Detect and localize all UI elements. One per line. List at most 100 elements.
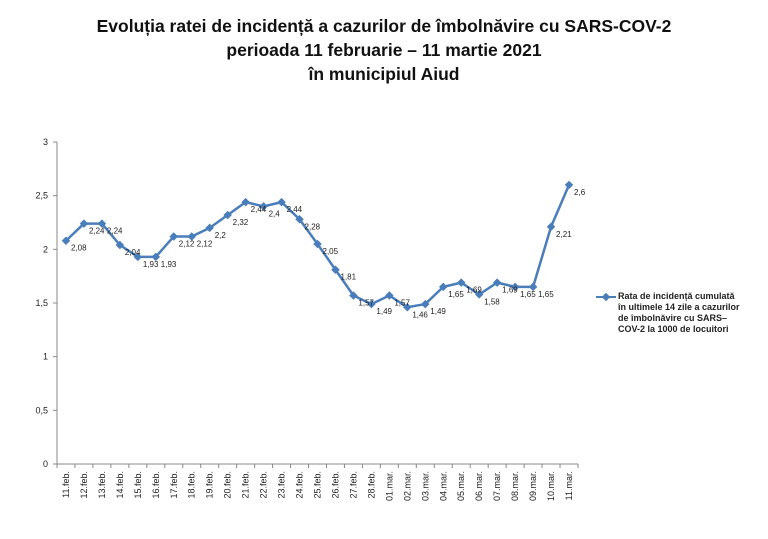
data-label: 1,93: [143, 260, 159, 269]
legend: Rata de incidență cumulată în ultimele 1…: [596, 291, 743, 335]
data-label: 2,05: [323, 247, 339, 256]
x-tick-label: 05.mar.: [456, 471, 466, 501]
data-label: 1,58: [484, 297, 500, 306]
data-point: [439, 282, 448, 292]
x-tick-label: 07.mar.: [492, 471, 502, 501]
data-label: 1,49: [376, 307, 392, 316]
y-tick-label: 0,5: [35, 405, 48, 415]
x-tick-label: 01.mar.: [384, 471, 394, 501]
data-point: [277, 197, 286, 207]
y-tick-label: 2: [43, 244, 48, 254]
y-tick-label: 2,5: [35, 191, 48, 201]
data-label: 1,69: [502, 286, 518, 295]
data-label: 1,57: [394, 298, 410, 307]
data-label: 1,57: [358, 298, 374, 307]
title-line-1: Evoluția ratei de incidență a cazurilor …: [96, 16, 672, 36]
x-tick-label: 20.feb.: [223, 471, 233, 499]
data-point: [564, 180, 574, 190]
data-label: 2,44: [251, 205, 267, 214]
x-tick-label: 10.mar.: [546, 471, 556, 501]
x-tick-label: 09.mar.: [528, 471, 538, 501]
data-label: 2,21: [556, 230, 572, 239]
data-point: [313, 239, 322, 249]
data-label: 2,32: [233, 218, 249, 227]
data-label: 2,44: [287, 205, 303, 214]
data-point: [492, 278, 502, 287]
data-point: [205, 223, 214, 233]
x-tick-label: 23.feb.: [277, 471, 287, 499]
y-tick-label: 0: [43, 459, 48, 469]
x-tick-label: 13.feb.: [97, 471, 107, 499]
data-point: [187, 232, 196, 241]
x-tick-label: 24.feb.: [295, 471, 305, 499]
title-line-2: perioada 11 februarie – 11 martie 2021: [226, 40, 542, 60]
data-point: [528, 282, 538, 292]
x-tick-label: 12.feb.: [79, 471, 89, 499]
data-label: 2,2: [215, 231, 227, 240]
data-point: [259, 202, 268, 211]
data-point: [385, 291, 394, 300]
data-point: [169, 232, 179, 241]
x-tick-label: 18.feb.: [187, 471, 197, 499]
data-point: [349, 291, 358, 300]
data-label: 1,69: [466, 286, 482, 295]
chart-title: Evoluția ratei de incidență a cazurilor …: [0, 14, 768, 86]
x-tick-label: 15.feb.: [133, 471, 143, 499]
data-point: [367, 299, 376, 309]
data-point: [241, 197, 250, 207]
x-tick-label: 04.mar.: [438, 471, 448, 501]
legend-marker-icon: [596, 293, 616, 301]
x-tick-label: 11.feb.: [61, 471, 71, 498]
data-point: [223, 210, 232, 220]
y-tick-label: 3: [43, 137, 48, 147]
x-tick-label: 14.feb.: [115, 471, 125, 499]
data-label: 2,6: [574, 188, 586, 197]
data-point: [61, 236, 71, 245]
data-point: [403, 303, 412, 312]
x-tick-label: 11.mar.: [564, 471, 574, 500]
data-label: 1,46: [412, 310, 428, 319]
data-point: [546, 222, 556, 232]
x-tick-label: 02.mar.: [402, 471, 412, 501]
data-point: [456, 278, 466, 287]
data-label: 2,08: [71, 244, 87, 253]
data-point: [97, 219, 107, 228]
x-tick-label: 06.mar.: [474, 471, 484, 501]
data-point: [510, 282, 520, 292]
y-tick-label: 1: [43, 352, 48, 362]
data-point: [79, 219, 89, 228]
data-label: 2,4: [269, 209, 281, 218]
data-label: 2,24: [107, 227, 123, 236]
x-tick-label: 19.feb.: [205, 471, 215, 499]
legend-label: Rata de incidență cumulată în ultimele 1…: [618, 291, 740, 334]
title-line-3: în municipiul Aiud: [308, 64, 460, 84]
x-tick-label: 22.feb.: [259, 471, 269, 499]
data-label: 2,28: [305, 222, 321, 231]
x-tick-label: 21.feb.: [241, 471, 251, 499]
data-label: 1,81: [340, 273, 356, 282]
data-label: 1,65: [538, 290, 554, 299]
data-point: [331, 265, 340, 274]
x-tick-label: 25.feb.: [313, 471, 323, 499]
data-point: [421, 299, 430, 309]
data-point: [115, 240, 125, 250]
data-label: 2,24: [89, 227, 105, 236]
data-label: 1,49: [430, 307, 446, 316]
data-point: [474, 290, 484, 299]
x-tick-label: 26.feb.: [330, 471, 340, 499]
data-label: 2,12: [179, 239, 195, 248]
x-tick-label: 08.mar.: [510, 471, 520, 501]
data-point: [295, 215, 304, 224]
data-label: 1,65: [520, 290, 536, 299]
data-label: 1,93: [161, 260, 177, 269]
data-label: 2,12: [197, 239, 213, 248]
data-label: 2,04: [125, 248, 141, 257]
x-tick-label: 27.feb.: [348, 471, 358, 499]
data-label: 1,65: [448, 290, 464, 299]
x-tick-label: 28.feb.: [366, 471, 376, 499]
x-tick-label: 16.feb.: [151, 471, 161, 499]
y-tick-label: 1,5: [35, 298, 48, 308]
x-tick-label: 03.mar.: [420, 471, 430, 501]
x-tick-label: 17.feb.: [169, 471, 179, 499]
